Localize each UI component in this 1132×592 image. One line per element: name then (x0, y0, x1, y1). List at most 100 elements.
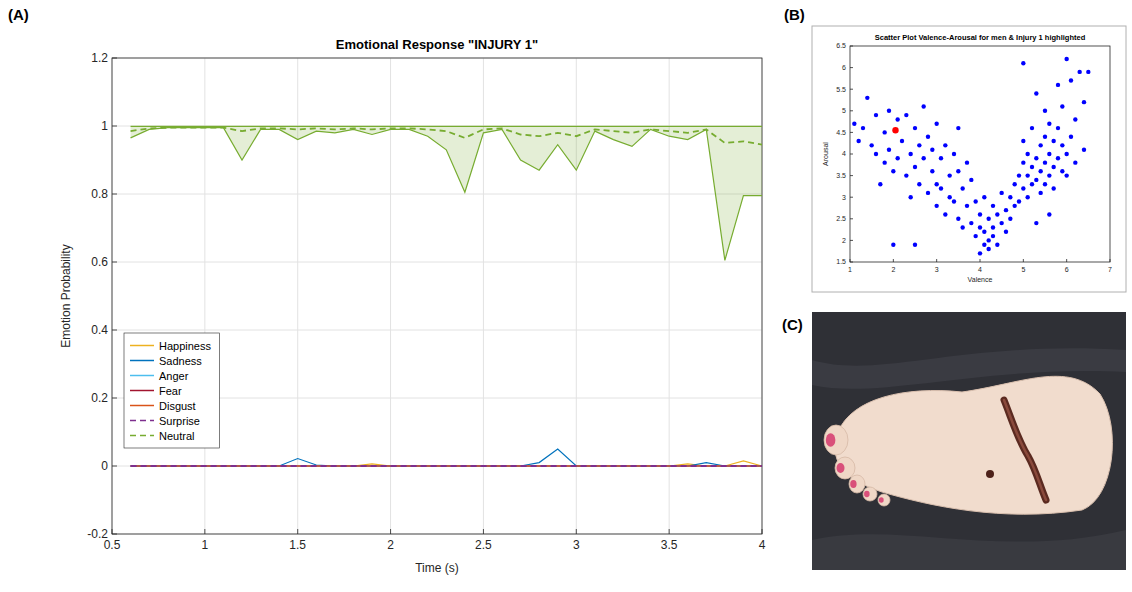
y-tick-label: 5 (842, 107, 846, 114)
y-tick (850, 132, 853, 133)
scatter-point (956, 217, 960, 221)
panel-letter: (C) (782, 316, 803, 333)
fabric-background (812, 312, 1126, 570)
scatter-point (999, 221, 1003, 225)
y-tick-label: 0.4 (91, 323, 108, 337)
scatter-point (1034, 178, 1038, 182)
x-tick (936, 259, 937, 262)
y-tick-label: -0.2 (87, 527, 108, 541)
scatter-point (1021, 61, 1025, 65)
legend-label: Disgust (159, 400, 196, 412)
scatter-point (934, 204, 938, 208)
scatter-point (882, 160, 886, 164)
toenail (826, 433, 836, 447)
series-line (131, 465, 762, 466)
legend-box (124, 333, 219, 448)
scatter-point (930, 169, 934, 173)
scatter-point (895, 117, 899, 121)
scatter-point (1043, 182, 1047, 186)
scatter-point (1038, 191, 1042, 195)
scatter-point (978, 212, 982, 216)
grid-line (112, 194, 762, 195)
legend-swatch (130, 420, 154, 422)
y-axis-title: Emotion Probability (59, 244, 73, 347)
toe (863, 487, 877, 501)
legend-label: Happiness (159, 340, 211, 352)
x-tick-label: 4 (759, 538, 766, 552)
scatter-point (874, 113, 878, 117)
y-tick-label: 2 (842, 237, 846, 244)
panel-c-photo (812, 312, 1126, 570)
scatter-point (1021, 186, 1025, 190)
scatter-point (1030, 126, 1034, 130)
grid-line (112, 330, 762, 331)
scatter-point (965, 160, 969, 164)
y-axis-title: Arousal (822, 142, 829, 166)
y-tick (850, 262, 853, 263)
scatter-point (1030, 182, 1034, 186)
range-band (131, 126, 762, 260)
legend-swatch (130, 435, 154, 437)
y-tick (850, 46, 853, 47)
x-tick (980, 259, 981, 262)
scatter-point (956, 169, 960, 173)
scatter-point (917, 143, 921, 147)
scatter-point (1051, 186, 1055, 190)
scatter-point (1082, 100, 1086, 104)
series-line (131, 449, 762, 466)
scatter-point (1051, 139, 1055, 143)
x-tick (669, 529, 670, 534)
scatter-point (947, 173, 951, 177)
min-line (131, 128, 762, 261)
fabric-fold (812, 530, 1126, 570)
wound-edge (1004, 400, 1046, 500)
series-line (131, 465, 762, 466)
x-tick (112, 529, 113, 534)
scatter-point (1064, 152, 1068, 156)
scatter-point (1043, 135, 1047, 139)
plot-marks (852, 57, 1090, 256)
scatter-point (1030, 165, 1034, 169)
figure: (A)(B)(C)0.511.522.533.54-0.200.20.40.60… (0, 0, 1132, 592)
x-tick-label: 1 (202, 538, 209, 552)
y-tick (850, 67, 853, 68)
series-line (131, 128, 762, 145)
scatter-point (1038, 143, 1042, 147)
foot (835, 376, 1112, 514)
scatter-point (852, 122, 856, 126)
scatter-point (973, 199, 977, 203)
x-tick-label: 5 (1021, 266, 1025, 273)
x-tick-label: 2.5 (475, 538, 492, 552)
x-tick-label: 3 (573, 538, 580, 552)
scatter-point (1008, 217, 1012, 221)
scatter-point (887, 147, 891, 151)
toenail (879, 497, 884, 502)
scatter-point (895, 156, 899, 160)
scatter-point (995, 212, 999, 216)
scatter-point (887, 109, 891, 113)
y-tick (850, 110, 853, 111)
scatter-point (1073, 117, 1077, 121)
scatter-point (991, 225, 995, 229)
y-tick-label: 6 (842, 64, 846, 71)
y-tick (850, 218, 853, 219)
y-tick-label: 4.5 (836, 129, 846, 136)
scatter-point (1077, 70, 1081, 74)
scatter-point (1012, 204, 1016, 208)
scatter-point (991, 234, 995, 238)
y-tick (850, 154, 853, 155)
scatter-point (1012, 182, 1016, 186)
y-tick-label: 4 (842, 150, 846, 157)
scatter-point (1034, 221, 1038, 225)
scatter-point (1082, 147, 1086, 151)
scatter-point (991, 204, 995, 208)
panel-b-frame (812, 26, 1126, 292)
legend-swatch (130, 405, 154, 407)
scatter-point (1021, 139, 1025, 143)
scatter-point (900, 139, 904, 143)
x-tick (390, 529, 391, 534)
x-tick-label: 3 (935, 266, 939, 273)
scatter-point (952, 199, 956, 203)
toe (824, 425, 848, 455)
wound-spot (986, 470, 994, 478)
